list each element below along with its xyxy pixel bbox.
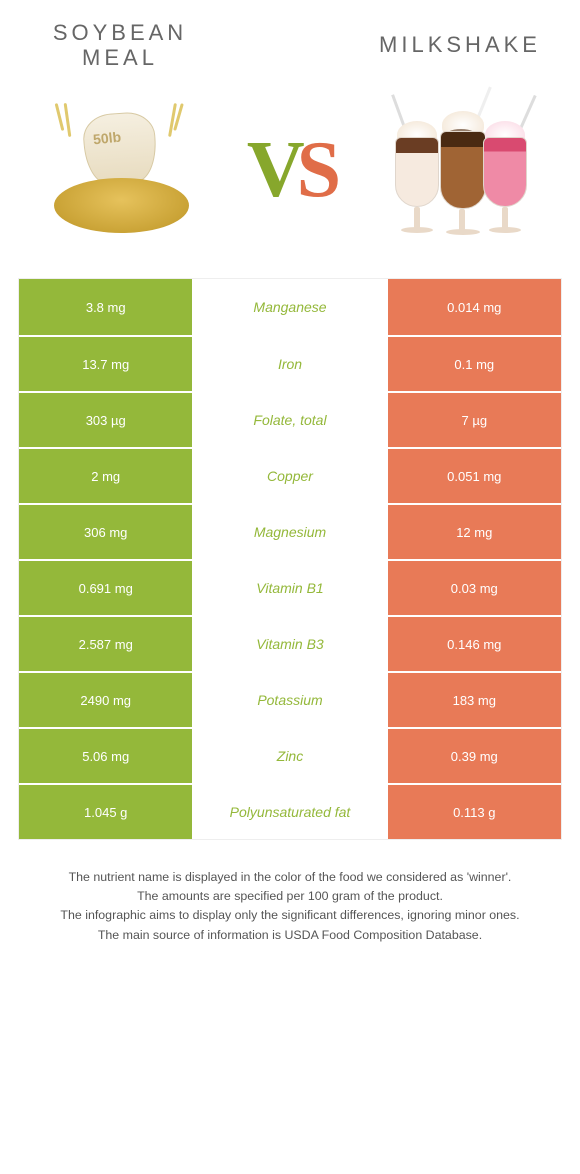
right-food-image [366,85,556,255]
vs-v: V [247,125,297,216]
right-value-cell: 0.051 mg [388,449,561,503]
right-value-cell: 0.1 mg [388,337,561,391]
right-food-title: Milkshake [360,32,560,57]
footer-line: The amounts are specified per 100 gram o… [28,887,552,906]
table-row: 2 mgCopper0.051 mg [19,447,561,503]
comparison-table: 3.8 mgManganese0.014 mg13.7 mgIron0.1 mg… [18,278,562,840]
table-row: 3.8 mgManganese0.014 mg [19,279,561,335]
footer-line: The infographic aims to display only the… [28,906,552,925]
right-value-cell: 7 µg [388,393,561,447]
vs-label: VS [220,125,360,216]
left-food-image: 50lb [24,85,214,255]
milkshake-icon [371,85,551,255]
table-row: 1.045 gPolyunsaturated fat0.113 g [19,783,561,839]
nutrient-name-cell: Magnesium [192,505,387,559]
right-value-cell: 0.113 g [388,785,561,839]
left-value-cell: 13.7 mg [19,337,192,391]
footer-notes: The nutrient name is displayed in the co… [0,840,580,985]
nutrient-name-cell: Zinc [192,729,387,783]
nutrient-name-cell: Copper [192,449,387,503]
left-value-cell: 306 mg [19,505,192,559]
nutrient-name-cell: Vitamin B1 [192,561,387,615]
nutrient-name-cell: Folate, total [192,393,387,447]
header-row: Soybean meal Milkshake [0,0,580,80]
nutrient-name-cell: Potassium [192,673,387,727]
nutrient-name-cell: Manganese [192,279,387,335]
right-value-cell: 0.39 mg [388,729,561,783]
left-value-cell: 5.06 mg [19,729,192,783]
table-row: 5.06 mgZinc0.39 mg [19,727,561,783]
nutrient-name-cell: Polyunsaturated fat [192,785,387,839]
left-value-cell: 0.691 mg [19,561,192,615]
bag-weight-label: 50lb [92,129,122,148]
right-value-cell: 183 mg [388,673,561,727]
right-value-cell: 0.014 mg [388,279,561,335]
left-value-cell: 2490 mg [19,673,192,727]
left-value-cell: 1.045 g [19,785,192,839]
footer-line: The main source of information is USDA F… [28,926,552,945]
vs-s: S [297,125,334,216]
nutrient-name-cell: Vitamin B3 [192,617,387,671]
left-food-title: Soybean meal [20,20,220,71]
left-value-cell: 303 µg [19,393,192,447]
left-value-cell: 2.587 mg [19,617,192,671]
right-value-cell: 12 mg [388,505,561,559]
table-row: 13.7 mgIron0.1 mg [19,335,561,391]
nutrient-name-cell: Iron [192,337,387,391]
comparison-infographic: Soybean meal Milkshake 50lb VS 3.8 mgMan… [0,0,580,985]
table-row: 2.587 mgVitamin B30.146 mg [19,615,561,671]
table-row: 2490 mgPotassium183 mg [19,671,561,727]
table-row: 0.691 mgVitamin B10.03 mg [19,559,561,615]
table-row: 303 µgFolate, total7 µg [19,391,561,447]
left-value-cell: 3.8 mg [19,279,192,335]
table-row: 306 mgMagnesium12 mg [19,503,561,559]
right-value-cell: 0.146 mg [388,617,561,671]
left-value-cell: 2 mg [19,449,192,503]
right-value-cell: 0.03 mg [388,561,561,615]
soybean-bag-icon: 50lb [44,95,194,245]
footer-line: The nutrient name is displayed in the co… [28,868,552,887]
images-row: 50lb VS [0,80,580,260]
